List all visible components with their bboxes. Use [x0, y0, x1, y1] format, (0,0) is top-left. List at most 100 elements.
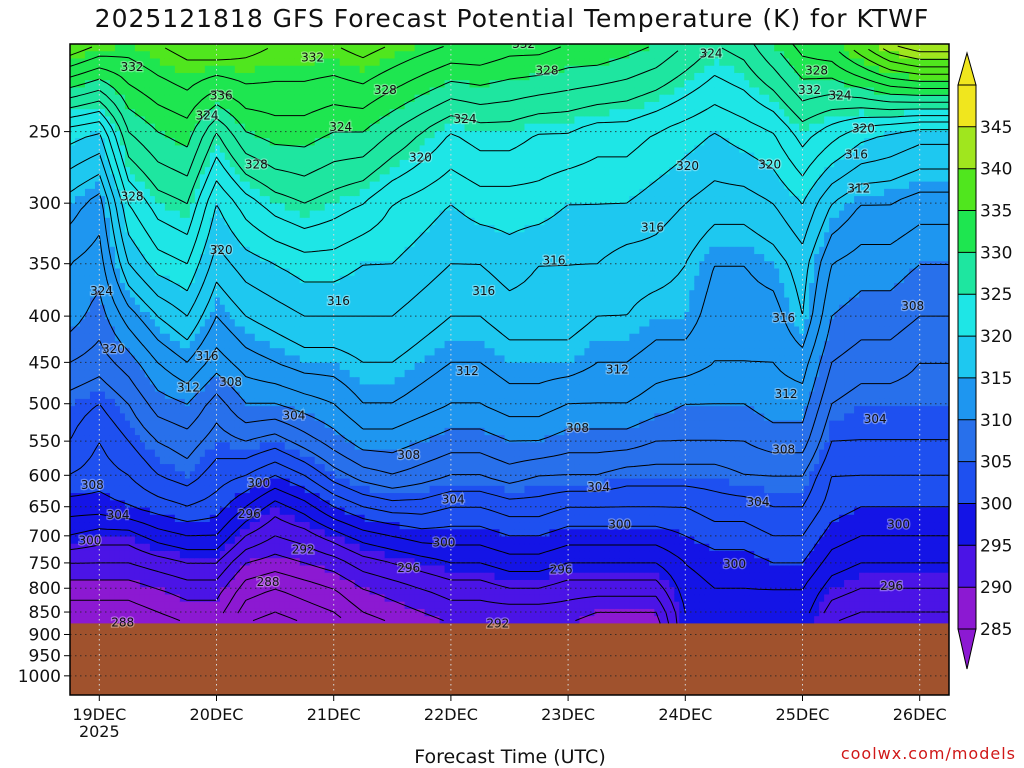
heatmap-cell: [224, 138, 231, 146]
heatmap-cell: [309, 232, 316, 241]
heatmap-cell: [329, 550, 336, 559]
heatmap-cell: [274, 500, 281, 509]
heatmap-cell: [149, 246, 156, 255]
heatmap-cell: [259, 594, 266, 603]
heatmap-cell: [204, 507, 211, 516]
heatmap-cell: [179, 80, 186, 89]
heatmap-cell: [299, 130, 306, 139]
heatmap-cell: [289, 44, 296, 52]
heatmap-cell: [129, 369, 136, 378]
heatmap-cell: [124, 427, 131, 436]
heatmap-cell: [194, 58, 201, 67]
heatmap-cell: [154, 159, 161, 168]
heatmap-cell: [244, 442, 251, 451]
heatmap-cell: [269, 587, 276, 596]
heatmap-cell: [309, 261, 316, 270]
heatmap-cell: [189, 94, 196, 103]
heatmap-cell: [334, 485, 341, 494]
heatmap-cell: [249, 420, 256, 429]
heatmap-cell: [249, 442, 256, 451]
heatmap-cell: [284, 594, 291, 603]
heatmap-cell: [234, 181, 241, 190]
heatmap-cell: [84, 304, 91, 313]
heatmap-cell: [149, 369, 156, 378]
heatmap-cell: [104, 94, 111, 103]
heatmap-cell: [164, 72, 171, 81]
heatmap-cell: [144, 340, 151, 349]
heatmap-cell: [299, 536, 306, 545]
heatmap-cell: [224, 116, 231, 125]
heatmap-cell: [99, 94, 106, 103]
heatmap-cell: [134, 283, 141, 291]
heatmap-cell: [269, 72, 276, 81]
heatmap-cell: [289, 239, 296, 248]
heatmap-cell: [374, 275, 381, 284]
heatmap-cell: [104, 319, 111, 328]
heatmap-cell: [204, 58, 211, 67]
heatmap-cell: [374, 514, 381, 523]
heatmap-cell: [144, 601, 151, 610]
heatmap-cell: [344, 550, 351, 559]
heatmap-cell: [259, 384, 266, 393]
heatmap-cell: [84, 333, 91, 342]
heatmap-cell: [74, 355, 81, 364]
heatmap-cell: [109, 268, 116, 277]
heatmap-cell: [319, 558, 326, 567]
heatmap-cell: [184, 152, 191, 161]
heatmap-cell: [219, 369, 226, 378]
heatmap-cell: [199, 275, 206, 284]
heatmap-cell: [239, 232, 246, 241]
heatmap-cell: [369, 123, 376, 132]
heatmap-cell: [229, 304, 236, 313]
heatmap-cell: [229, 217, 236, 226]
heatmap-cell: [264, 493, 271, 501]
heatmap-cell: [324, 391, 331, 400]
heatmap-cell: [304, 65, 311, 74]
heatmap-cell: [74, 471, 81, 480]
heatmap-cell: [289, 608, 296, 617]
heatmap-cell: [189, 550, 196, 559]
heatmap-cell: [114, 398, 121, 407]
heatmap-cell: [239, 268, 246, 277]
heatmap-cell: [169, 572, 176, 581]
heatmap-cell: [204, 616, 211, 625]
heatmap-cell: [214, 456, 221, 465]
heatmap-cell: [209, 398, 216, 407]
heatmap-cell: [314, 362, 321, 371]
heatmap-cell: [214, 290, 221, 299]
heatmap-cell: [249, 471, 256, 480]
heatmap-cell: [99, 536, 106, 545]
heatmap-cell: [79, 152, 86, 161]
heatmap-cell: [184, 109, 191, 118]
heatmap-cell: [354, 58, 361, 67]
heatmap-cell: [359, 449, 366, 458]
heatmap-cell: [99, 290, 106, 299]
heatmap-cell: [279, 362, 286, 371]
heatmap-cell: [324, 608, 331, 617]
heatmap-cell: [199, 594, 206, 603]
heatmap-cell: [314, 123, 321, 132]
heatmap-cell: [204, 101, 211, 110]
heatmap-cell: [319, 319, 326, 328]
heatmap-cell: [309, 87, 316, 96]
heatmap-cell: [309, 101, 316, 110]
heatmap-cell: [309, 174, 316, 183]
heatmap-cell: [174, 572, 181, 581]
heatmap-cell: [74, 188, 81, 197]
heatmap-cell: [349, 587, 356, 596]
heatmap-cell: [70, 283, 76, 291]
heatmap-cell: [374, 174, 381, 183]
heatmap-cell: [149, 304, 156, 313]
heatmap-cell: [224, 181, 231, 190]
heatmap-cell: [219, 203, 226, 212]
heatmap-cell: [349, 80, 356, 89]
heatmap-cell: [339, 304, 346, 313]
heatmap-cell: [154, 377, 161, 386]
heatmap-cell: [364, 246, 371, 255]
heatmap-cell: [219, 543, 226, 552]
heatmap-cell: [349, 138, 356, 146]
heatmap-cell: [164, 123, 171, 132]
heatmap-cell: [219, 406, 226, 414]
heatmap-cell: [169, 123, 176, 132]
heatmap-cell: [259, 471, 266, 480]
